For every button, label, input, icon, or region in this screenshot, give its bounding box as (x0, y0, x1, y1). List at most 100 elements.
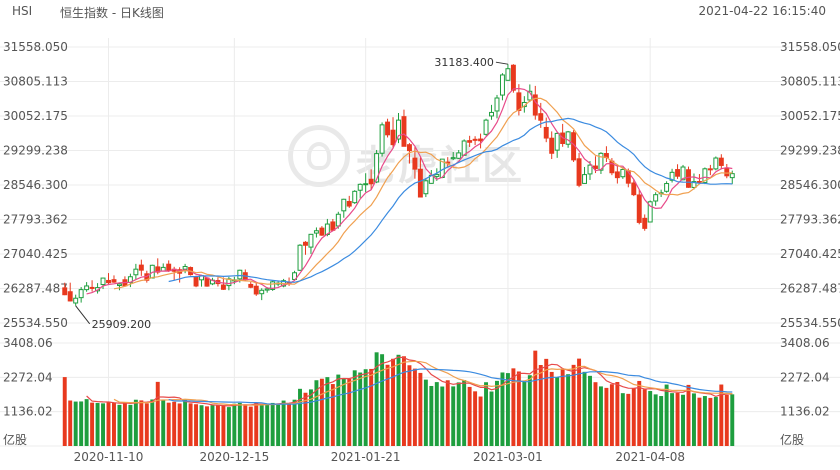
volume-bar (347, 378, 352, 446)
volume-bar (117, 404, 122, 446)
candle-body (303, 241, 308, 246)
volume-bar (221, 405, 226, 446)
volume-bar (287, 404, 292, 446)
candle-body (675, 169, 681, 177)
price-tick-label-right: 26287.487 (780, 282, 840, 296)
candle-body (259, 289, 265, 295)
volume-bar (62, 377, 67, 446)
date-tick-label: 2020-11-10 (74, 450, 144, 464)
candle-body (401, 116, 407, 147)
price-tick-label-right: 31558.050 (780, 40, 840, 54)
volume-bar (396, 354, 401, 446)
volume-bar (440, 386, 445, 446)
candle-body (396, 119, 401, 140)
price-tick-label-left: 27040.425 (3, 247, 68, 261)
volume-bar (265, 403, 270, 446)
candle-body (368, 178, 374, 185)
volume-bar (626, 393, 631, 446)
volume-bar (429, 385, 434, 446)
volume-bar (549, 371, 554, 446)
candle-body (73, 297, 79, 304)
volume-bar (478, 396, 483, 446)
volume-bar (402, 356, 406, 446)
volume-bar (473, 391, 478, 446)
volume-bar (686, 384, 691, 446)
volume-bar (500, 372, 505, 446)
volume-bar (194, 404, 199, 446)
volume-bar (150, 399, 155, 446)
volume-bar (511, 368, 516, 446)
candle-body (346, 201, 352, 207)
price-tick-label-right: 27040.425 (780, 247, 840, 261)
volume-bar (358, 372, 363, 446)
date-tick-label: 2021-04-08 (615, 450, 685, 464)
volume-bar (505, 373, 510, 446)
volume-bar (648, 391, 653, 446)
volume-bar (243, 404, 248, 446)
price-tick-label-right: 30052.175 (780, 109, 840, 123)
price-tick-label-left: 28546.300 (3, 178, 68, 192)
candle-body (450, 157, 456, 160)
volume-bar (588, 375, 592, 446)
volume-bar (385, 364, 390, 446)
volume-bar (215, 405, 220, 446)
candle-body (543, 126, 549, 139)
candle-body (423, 180, 429, 195)
candle-body (155, 266, 161, 273)
high-annotation: 31183.400 (434, 56, 494, 69)
volume-bar (691, 393, 696, 446)
candle-body (111, 279, 117, 283)
candle-body (313, 230, 319, 234)
candle-body (631, 182, 637, 196)
volume-bar (380, 354, 385, 446)
price-tick-label-right: 29299.238 (780, 143, 840, 157)
volume-bar (308, 389, 313, 446)
candle-body (106, 279, 111, 284)
volume-bar (620, 393, 625, 446)
volume-bar (325, 377, 330, 446)
candle-body (100, 277, 106, 286)
volume-tick-label-right: 1136.02 (780, 405, 830, 419)
candle-body (489, 111, 494, 117)
volume-bar (418, 372, 423, 446)
volume-bar (199, 405, 204, 446)
volume-bar (106, 401, 111, 446)
volume-bar (183, 399, 188, 446)
volume-bar (144, 403, 149, 446)
candle-body (406, 144, 412, 152)
volume-bar (566, 374, 571, 446)
volume-bar (423, 379, 428, 446)
volume-bar (161, 399, 166, 446)
candle-body (614, 171, 620, 179)
volume-bar (604, 387, 609, 446)
candle-body (554, 132, 560, 151)
volume-bar (702, 396, 707, 446)
candle-body (718, 157, 724, 166)
volume-bar (292, 399, 297, 446)
volume-bar (615, 381, 620, 446)
volume-bar (708, 397, 713, 446)
volume-bar (177, 403, 182, 446)
volume-bar (697, 397, 702, 446)
candle-body (270, 281, 276, 290)
volume-bar (73, 401, 78, 446)
volume-bar (407, 365, 412, 446)
candle-body (587, 164, 593, 175)
volume-bar (90, 402, 95, 446)
candle-body (724, 168, 730, 177)
candle-body (499, 74, 505, 96)
volume-ma5-line (86, 356, 733, 407)
candle-body (62, 287, 68, 296)
volume-bar (281, 400, 286, 446)
candle-body (89, 286, 95, 289)
volume-bar (276, 404, 281, 446)
candle-body (182, 266, 188, 270)
volume-bar (730, 394, 735, 446)
volume-bar (341, 378, 346, 446)
candle-body (385, 121, 391, 136)
chart-title: 恒生指数 - 日K线图 (60, 6, 164, 20)
volume-bar (522, 381, 527, 446)
price-tick-label-right: 27793.362 (780, 213, 840, 227)
candle-body (642, 217, 648, 229)
